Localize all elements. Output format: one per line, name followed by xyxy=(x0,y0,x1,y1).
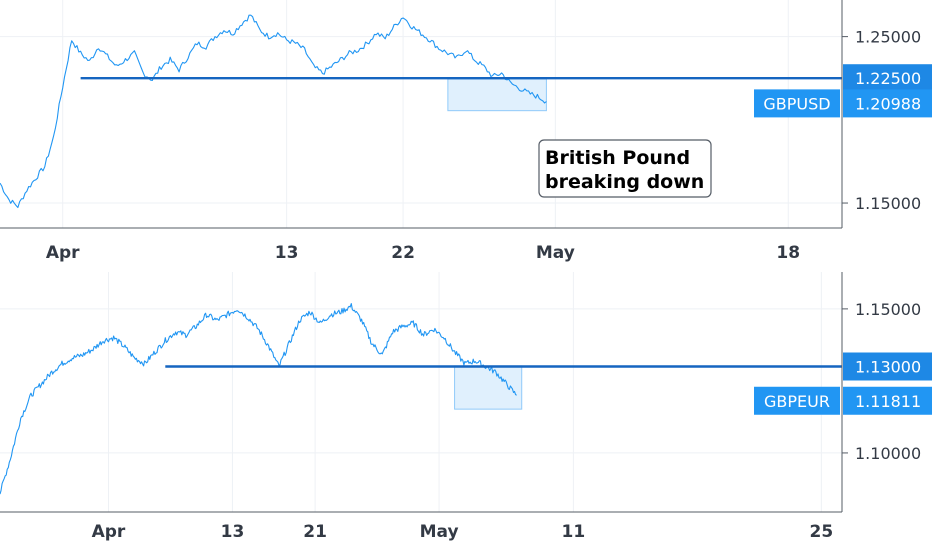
level-price-label: 1.13000 xyxy=(855,358,921,377)
breakdown-highlight-box xyxy=(447,78,547,112)
breakdown-highlight-box xyxy=(454,365,523,410)
time-tick-label: 13 xyxy=(275,243,299,263)
annotation-line-2: breaking down xyxy=(545,171,704,193)
symbol-label: GBPUSD xyxy=(763,94,830,113)
level-line-layer xyxy=(80,77,842,368)
annotation-callout: British Pound breaking down xyxy=(538,139,712,198)
label-layer: 1.25000 1.15000 Apr 13 22 May 18 1.22500 1.20988… xyxy=(46,28,932,542)
symbol-tag xyxy=(754,89,840,118)
time-tick-label: 18 xyxy=(776,243,800,263)
grid-layer xyxy=(0,0,842,512)
time-tick-label: Apr xyxy=(92,522,126,542)
price-tick-label: 1.10000 xyxy=(855,444,921,463)
annotation-line-1: British Pound xyxy=(545,147,690,169)
last-price-label: 1.20988 xyxy=(855,94,921,113)
time-tick-label: 21 xyxy=(303,522,327,542)
price-tick-label: 1.15000 xyxy=(855,300,921,319)
time-tick-label: 11 xyxy=(562,522,586,542)
last-price-label: 1.11811 xyxy=(855,392,921,411)
last-price-tag xyxy=(843,386,932,415)
time-tick-label: Apr xyxy=(46,243,80,263)
last-price-tag xyxy=(843,89,932,118)
price-tick-label: 1.15000 xyxy=(855,194,921,213)
symbol-label: GBPEUR xyxy=(764,392,830,411)
time-tick-label: May xyxy=(536,243,575,263)
gbpeur-price-line xyxy=(0,303,517,495)
time-tick-label: 25 xyxy=(810,522,834,542)
time-tick-label: May xyxy=(420,522,459,542)
axis-layer xyxy=(0,0,848,513)
time-tick-label: 22 xyxy=(391,243,415,263)
level-price-tag xyxy=(843,352,932,381)
series-layer xyxy=(0,14,547,495)
time-tick-label: 13 xyxy=(221,522,245,542)
level-price-tag xyxy=(843,64,932,93)
annotation-box xyxy=(538,139,712,198)
highlight-box-layer xyxy=(447,78,547,410)
price-tick-label: 1.25000 xyxy=(855,28,921,47)
level-price-label: 1.22500 xyxy=(855,69,921,88)
symbol-tag xyxy=(754,386,840,415)
gbpusd-price-line xyxy=(0,14,547,209)
